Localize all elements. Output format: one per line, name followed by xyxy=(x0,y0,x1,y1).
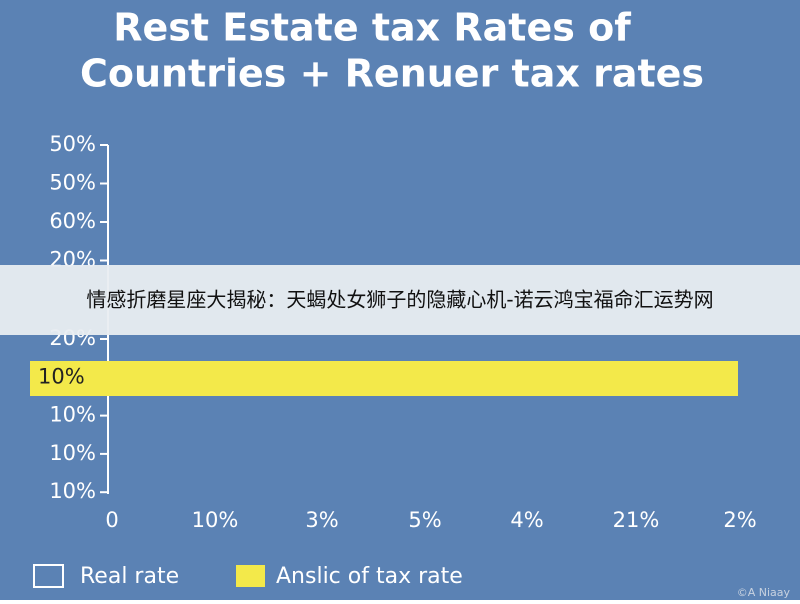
x-tick-label: 4% xyxy=(510,508,543,532)
x-tick-label: 5% xyxy=(408,508,441,532)
x-tick-label: 10% xyxy=(192,508,239,532)
legend-swatch xyxy=(33,564,64,588)
banner-text: 情感折磨星座大揭秘：天蝎处女狮子的隐藏心机-诺云鸿宝福命汇运势网 xyxy=(86,288,713,312)
y-tick-label: 10% xyxy=(49,403,96,427)
y-tick-label: 10% xyxy=(49,479,96,503)
x-tick-label: 0 xyxy=(105,508,118,532)
highlight-bar xyxy=(30,361,738,396)
x-tick-label: 3% xyxy=(305,508,338,532)
x-tick-label: 21% xyxy=(613,508,660,532)
banner xyxy=(0,265,800,335)
y-tick-label: 10% xyxy=(38,364,85,388)
x-tick-label: 2% xyxy=(723,508,756,532)
y-tick-label: 50% xyxy=(49,171,96,195)
y-tick-label: 50% xyxy=(49,132,96,156)
x-axis-labels: 0 10% 3% 5% 4% 21% 2% xyxy=(105,508,756,532)
y-axis-labels: 50%50%60%20%20%10%10%10%10% xyxy=(38,132,108,503)
legend-label: Anslic of tax rate xyxy=(276,564,463,589)
y-tick-label: 10% xyxy=(49,441,96,465)
legend-label: Real rate xyxy=(80,564,179,589)
title-line: Countries + Renuer tax rates xyxy=(80,52,704,96)
watermark: ©A Niaay xyxy=(737,586,791,599)
y-tick-label: 60% xyxy=(49,209,96,233)
legend-swatch xyxy=(236,565,265,587)
title-line: Rest Estate tax Rates of xyxy=(113,6,631,50)
